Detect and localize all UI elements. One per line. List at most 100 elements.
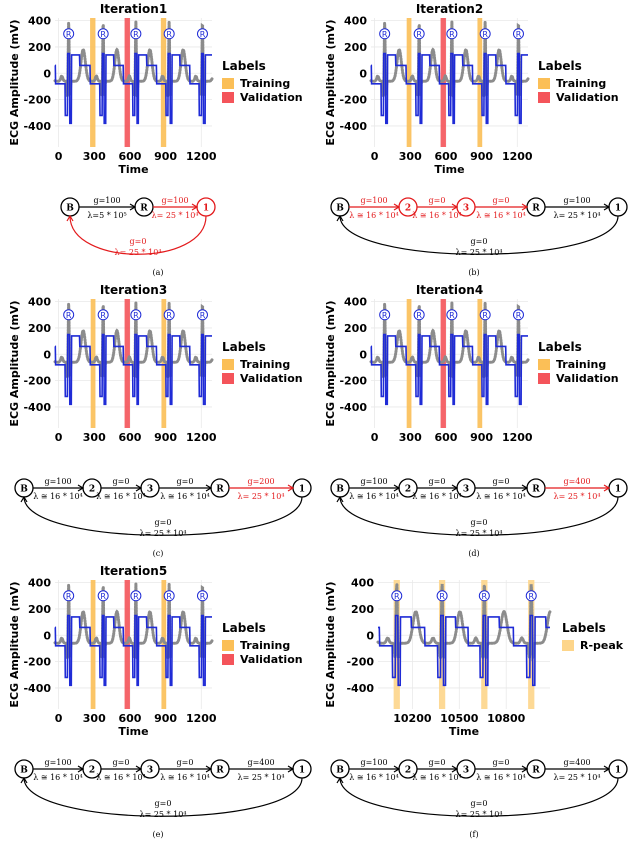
- region-2: [160, 18, 167, 147]
- state-label-R: R: [216, 485, 224, 495]
- r-peak-label: R: [133, 592, 139, 601]
- legend-label-0: Training: [240, 77, 290, 90]
- transition-arrow-head: [451, 484, 459, 492]
- y-axis-label: ECG Amplitude (mV): [324, 19, 337, 145]
- transition-g-label: g=0: [471, 799, 488, 808]
- r-peak-circle: [525, 590, 537, 602]
- legend-title: Labels: [538, 59, 582, 73]
- r-peak-circle: [379, 28, 391, 40]
- x-tick-label: 1200: [186, 150, 217, 163]
- transition-arrow-head: [603, 484, 611, 492]
- transition-g-label: g=100: [44, 758, 71, 767]
- r-peak-marker-2: R: [130, 590, 142, 602]
- transition-back-arrow: [23, 777, 303, 817]
- y-axis-label: ECG Amplitude (mV): [324, 300, 337, 426]
- transition-arrow-head: [393, 765, 401, 773]
- transition-lambda-label: λ ≅ 16 * 10⁴: [349, 773, 399, 782]
- x-tick-label: 600: [434, 431, 457, 444]
- y-tick-label: 400: [28, 577, 51, 590]
- y-tick-label: 400: [351, 577, 374, 590]
- chart-panel-b: R R R R R 400 200 0 -200 -400 0 300 600 900 1200 ECG Am…: [324, 2, 628, 277]
- transition-lambda-label: λ ≅ 16 * 10⁴: [96, 773, 146, 782]
- panel-caption: (d): [468, 549, 479, 558]
- r-peak-label: R: [200, 592, 206, 601]
- r-peak-circle: [130, 309, 142, 321]
- r-peak-marker-1: R: [413, 28, 425, 40]
- r-peak-circle: [446, 28, 458, 40]
- y-tick-label: 0: [359, 348, 367, 361]
- transition-g-label: g=100: [563, 196, 590, 205]
- y-axis-label: ECG Amplitude (mV): [8, 19, 21, 145]
- y-tick-label: 0: [359, 67, 367, 80]
- r-peak-label: R: [100, 311, 106, 320]
- transition-back-head: [336, 495, 344, 503]
- transition-arrow-head: [191, 203, 199, 211]
- state-label-3: 3: [463, 204, 469, 214]
- state-label-2: 2: [89, 485, 95, 495]
- legend-swatch-0: [222, 640, 234, 651]
- r-peak-label: R: [166, 30, 172, 39]
- y-tick-label: -400: [23, 401, 51, 414]
- transition-back-arrow: [339, 496, 619, 536]
- transition-lambda-label: λ= 25 * 10⁴: [456, 248, 503, 257]
- y-tick-label: -400: [339, 401, 367, 414]
- transition-lambda-label: λ= 25 * 10⁴: [152, 211, 199, 220]
- fit-series-d: [370, 333, 528, 406]
- legend-swatch-0: [222, 78, 234, 89]
- r-peak-label: R: [100, 592, 106, 601]
- transition-lambda-label: λ ≅ 16 * 10⁴: [412, 492, 462, 501]
- state-label-B: B: [20, 485, 28, 495]
- r-peak-marker-0: R: [391, 590, 403, 602]
- r-peak-label: R: [133, 30, 139, 39]
- r-peak-marker-0: R: [63, 590, 75, 602]
- r-peak-label: R: [66, 592, 72, 601]
- state-label-R: R: [216, 766, 224, 776]
- transition-lambda-label: λ ≅ 16 * 10⁴: [476, 211, 526, 220]
- y-tick-label: 400: [344, 296, 367, 309]
- state-diagram-d: B 2 3 R 1 g=100 λ ≅ 16 * 10⁴ g=0 λ ≅ 16 * 10⁴ g=0…: [330, 477, 628, 538]
- fit-series-b: [370, 52, 528, 125]
- transition-arrow-head: [287, 484, 295, 492]
- r-peak-marker-0: R: [63, 28, 75, 40]
- region-1: [440, 299, 446, 428]
- r-peak-label: R: [482, 592, 488, 601]
- y-tick-label: -200: [23, 656, 51, 669]
- x-tick-label: 300: [83, 150, 106, 163]
- transition-arrow-head: [393, 203, 401, 211]
- panel-caption: (e): [153, 830, 164, 839]
- x-tick-label: 900: [154, 431, 177, 444]
- transition-lambda-label: λ ≅ 16 * 10⁴: [33, 492, 83, 501]
- legend-title: Labels: [562, 621, 606, 635]
- transition-g-label: g=0: [471, 237, 488, 246]
- transition-arrow-head: [521, 484, 529, 492]
- y-tick-label: -400: [23, 120, 51, 133]
- y-axis-label: ECG Amplitude (mV): [8, 300, 21, 426]
- r-peak-circle: [163, 309, 175, 321]
- chart-title: Iteration2: [416, 2, 483, 16]
- signal-series-f: [376, 581, 552, 662]
- transition-g-label: g=0: [471, 518, 488, 527]
- transition-g-label: g=100: [360, 477, 387, 486]
- x-tick-label: 0: [55, 712, 63, 725]
- y-tick-label: -400: [339, 120, 367, 133]
- panel-b: R R R R R 400 200 0 -200 -400 0 300 600 900 1200 ECG Am…: [316, 0, 632, 281]
- state-label-2: 2: [405, 485, 411, 495]
- state-label-1: 1: [299, 485, 305, 495]
- x-axis-label: Time: [118, 163, 148, 176]
- y-tick-label: 0: [43, 348, 51, 361]
- transition-back-head: [20, 776, 28, 784]
- r-peak-marker-3: R: [479, 28, 491, 40]
- x-tick-label: 300: [399, 431, 422, 444]
- transition-back-head: [336, 214, 344, 222]
- r-peak-marker-3: R: [525, 590, 537, 602]
- r-peak-circle: [413, 309, 425, 321]
- x-tick-label: 1200: [502, 431, 533, 444]
- r-peak-marker-1: R: [436, 590, 448, 602]
- signal-series-a: [53, 21, 214, 97]
- transition-lambda-label: λ=5 * 10⁵: [87, 211, 126, 220]
- legend-label-0: R-peak: [580, 639, 624, 652]
- transition-lambda-label: λ= 25 * 10⁴: [456, 810, 503, 819]
